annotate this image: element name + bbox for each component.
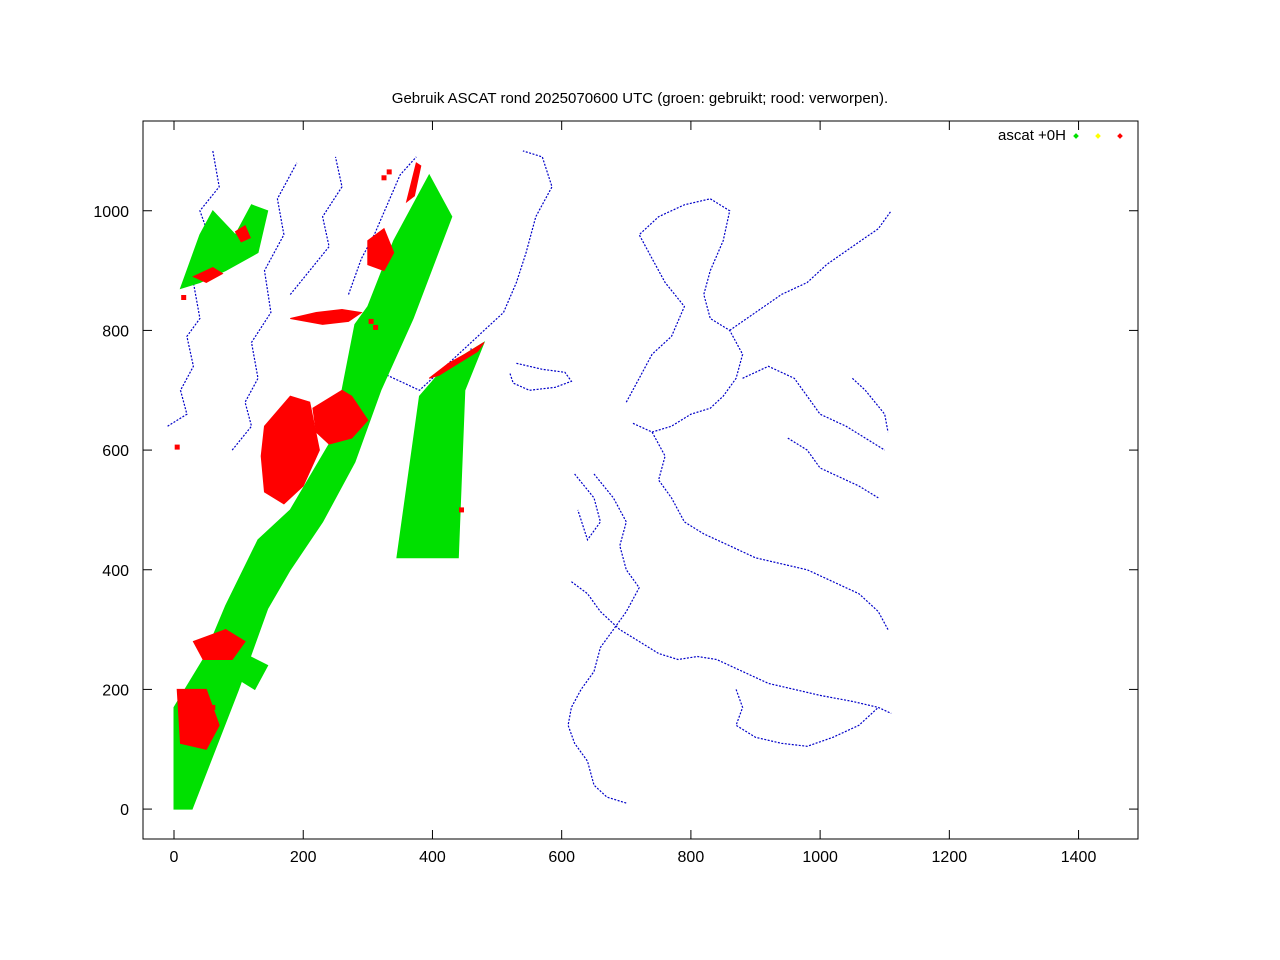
rejected-region-6 [405, 162, 422, 204]
y-tick-label-800: 800 [102, 323, 129, 340]
rejected-point-5 [386, 169, 392, 175]
y-tick-label-1000: 1000 [93, 204, 129, 221]
legend: ascat +0H [998, 127, 1123, 144]
rejected-point-3 [373, 324, 379, 330]
coastline-1 [231, 162, 298, 451]
used-region-0 [173, 173, 453, 810]
x-tick-label-1200: 1200 [932, 849, 968, 866]
legend-marker-2 [1117, 133, 1123, 139]
rejected-region-9 [234, 224, 251, 243]
x-tick-label-1000: 1000 [802, 849, 838, 866]
legend-marker-0 [1073, 133, 1079, 139]
rejected-point-7 [203, 710, 209, 716]
coastline-13 [735, 689, 879, 747]
x-tick-label-400: 400 [419, 849, 446, 866]
coastline-8 [729, 210, 892, 331]
rejected-point-6 [459, 507, 464, 513]
plot-frame [142, 120, 1139, 840]
legend-markers [1073, 133, 1123, 139]
y-tick-label-400: 400 [102, 563, 129, 580]
coastline-7 [625, 198, 744, 433]
rejected-region-7 [428, 341, 485, 379]
coastline-2 [289, 156, 343, 295]
plot-area [167, 150, 892, 810]
rejected-point-1 [181, 295, 187, 300]
legend-marker-1 [1095, 133, 1101, 139]
x-tick-label-0: 0 [170, 849, 179, 866]
chart-title: Gebruik ASCAT rond 2025070600 UTC (groen… [392, 90, 888, 107]
used-region-1 [179, 204, 269, 290]
coastline-3 [347, 156, 417, 295]
y-tick-label-0: 0 [120, 802, 129, 819]
coastline-11 [567, 473, 640, 804]
rejected-region-3 [192, 629, 246, 660]
x-tick-label-200: 200 [290, 849, 317, 866]
rejected-region-1 [312, 389, 369, 445]
coastline-14 [574, 473, 602, 542]
legend-label: ascat +0H [998, 127, 1066, 144]
coastline-0 [167, 150, 220, 427]
x-tick-label-600: 600 [548, 849, 575, 866]
rejected-point-8 [210, 704, 216, 710]
coastline-16 [851, 377, 889, 433]
x-tick-label-1400: 1400 [1061, 849, 1097, 866]
rejected-region-4 [367, 227, 395, 272]
rejected-region-8 [192, 267, 224, 284]
x-tick-label-800: 800 [678, 849, 705, 866]
rejected-point-0 [174, 444, 180, 450]
y-tick-label-600: 600 [102, 443, 129, 460]
coastline-4 [367, 150, 553, 392]
rejected-point-2 [368, 318, 374, 324]
rejected-region-0 [260, 395, 320, 505]
rejected-region-5 [290, 308, 363, 325]
rejected-region-2 [176, 688, 220, 750]
coastline-15 [787, 437, 879, 499]
rejected-point-4 [381, 175, 387, 181]
y-tick-label-200: 200 [102, 682, 129, 699]
rejected-point-9 [197, 728, 203, 734]
coastline-9 [742, 365, 886, 451]
axis-ticks: 0 200 400 600 800 1000 1200 1400 0 200 400 600 800 10… [93, 121, 1138, 866]
